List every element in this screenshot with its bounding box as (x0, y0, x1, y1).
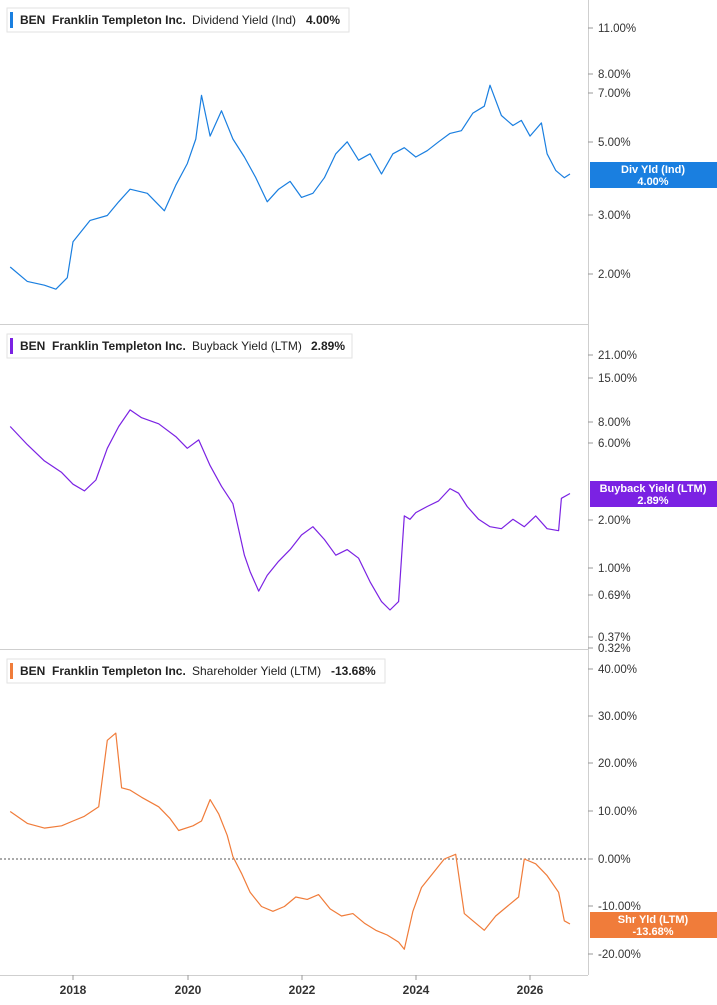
y-tick-label: -20.00% (598, 949, 641, 961)
legend-company: Franklin Templeton Inc. (52, 339, 186, 353)
buyback-yield-line (9, 409, 571, 611)
legend-dividend-yield[interactable]: BEN Franklin Templeton Inc. Dividend Yie… (6, 7, 350, 33)
panel1-yaxis: 11.00% 8.00% 7.00% 5.00% 3.00% 2.00% (588, 23, 636, 281)
x-tick-2020: 2020 (175, 975, 202, 997)
y-tick-label: 0.69% (598, 590, 631, 602)
legend-value: 4.00% (306, 13, 340, 27)
x-tick-label: 2022 (289, 983, 316, 997)
y-tick-1pct: 1.00% (588, 563, 631, 575)
legend-metric: Shareholder Yield (LTM) (192, 664, 321, 678)
x-tick-label: 2026 (517, 983, 544, 997)
legend-company: Franklin Templeton Inc. (52, 664, 186, 678)
y-tick-8pct-b: 8.00% (588, 417, 631, 429)
badge-label: Buyback Yield (LTM) (600, 483, 707, 495)
y-tick-0pct: 0.00% (588, 854, 631, 866)
legend-ticker: BEN (20, 13, 45, 27)
y-tick-7pct: 7.00% (588, 88, 631, 100)
y-tick-label: 0.32% (598, 643, 631, 655)
y-tick-20pct: 20.00% (588, 758, 637, 770)
y-tick-label: 10.00% (598, 806, 637, 818)
legend-value: -13.68% (331, 664, 376, 678)
y-tick-label: 6.00% (598, 438, 631, 450)
panel-dividers (0, 0, 589, 976)
panel3-yaxis: 40.00% 30.00% 20.00% 10.00% 0.00% -10.00… (588, 664, 641, 961)
panel-buyback-yield: 21.00% 15.00% 8.00% 6.00% 2.00% 1.00% 0.… (6, 333, 717, 655)
y-tick-label: 20.00% (598, 758, 637, 770)
y-tick-label: 2.00% (598, 515, 631, 527)
y-tick-30pct: 30.00% (588, 711, 637, 723)
y-tick-label: 15.00% (598, 373, 637, 385)
x-tick-label: 2024 (403, 983, 430, 997)
y-tick-label: 40.00% (598, 664, 637, 676)
panel2-yaxis: 21.00% 15.00% 8.00% 6.00% 2.00% 1.00% 0.… (588, 350, 637, 655)
legend-metric: Buyback Yield (LTM) (192, 339, 302, 353)
y-tick-037pct: 0.37% (588, 632, 631, 644)
y-tick-21pct: 21.00% (588, 350, 637, 362)
x-tick-2024: 2024 (403, 975, 430, 997)
x-tick-2018: 2018 (60, 975, 87, 997)
badge-label: Div Yld (Ind) (621, 164, 685, 176)
y-tick-6pct: 6.00% (588, 438, 631, 450)
value-badge-dividend: Div Yld (Ind) 4.00% (590, 162, 717, 188)
legend-buyback-yield[interactable]: BEN Franklin Templeton Inc. Buyback Yiel… (6, 333, 353, 359)
legend-shareholder-yield[interactable]: BEN Franklin Templeton Inc. Shareholder … (6, 658, 386, 684)
legend-color-swatch (10, 338, 13, 354)
badge-label: Shr Yld (LTM) (618, 914, 689, 926)
y-tick-label: 3.00% (598, 210, 631, 222)
y-tick-40pct: 40.00% (588, 664, 637, 676)
y-tick-label: 2.00% (598, 269, 631, 281)
legend-color-swatch (10, 12, 13, 28)
legend-value: 2.89% (311, 339, 345, 353)
badge-value: -13.68% (633, 926, 674, 938)
panel-shareholder-yield: 40.00% 30.00% 20.00% 10.00% 0.00% -10.00… (0, 658, 717, 961)
legend-ticker: BEN (20, 339, 45, 353)
panel-dividend-yield: 11.00% 8.00% 7.00% 5.00% 3.00% 2.00% BEN… (6, 7, 717, 290)
y-tick-label: 11.00% (598, 23, 636, 35)
y-tick-3pct: 3.00% (588, 210, 631, 222)
shareholder-yield-line (9, 732, 571, 950)
x-tick-2026: 2026 (517, 975, 544, 997)
y-tick-label: 1.00% (598, 563, 631, 575)
y-tick-label: 8.00% (598, 69, 631, 81)
legend-ticker: BEN (20, 664, 45, 678)
x-axis: 2018 2020 2022 2024 2026 (60, 975, 544, 997)
y-tick-11pct: 11.00% (588, 23, 636, 35)
y-tick-15pct: 15.00% (588, 373, 637, 385)
y-tick-label: 5.00% (598, 137, 631, 149)
y-tick-label: 21.00% (598, 350, 637, 362)
y-tick-069pct: 0.69% (588, 590, 631, 602)
legend-company: Franklin Templeton Inc. (52, 13, 186, 27)
value-badge-buyback: Buyback Yield (LTM) 2.89% (590, 481, 717, 507)
y-tick-2pct-b: 2.00% (588, 515, 631, 527)
y-tick-label: 0.37% (598, 632, 631, 644)
y-tick-label: 8.00% (598, 417, 631, 429)
y-tick-label: -10.00% (598, 901, 641, 913)
badge-value: 4.00% (637, 176, 668, 188)
y-tick-10pct: 10.00% (588, 806, 637, 818)
x-tick-label: 2018 (60, 983, 87, 997)
y-tick-032pct: 0.32% (588, 643, 631, 655)
badge-value: 2.89% (637, 495, 668, 507)
y-tick-8pct: 8.00% (588, 69, 631, 81)
dividend-yield-line (9, 84, 571, 290)
legend-color-swatch (10, 663, 13, 679)
y-tick-label: 30.00% (598, 711, 637, 723)
y-tick-label: 0.00% (598, 854, 631, 866)
x-tick-label: 2020 (175, 983, 202, 997)
x-tick-2022: 2022 (289, 975, 316, 997)
y-tick-neg20pct: -20.00% (588, 949, 641, 961)
y-tick-2pct: 2.00% (588, 269, 631, 281)
legend-metric: Dividend Yield (Ind) (192, 13, 296, 27)
value-badge-shareholder: Shr Yld (LTM) -13.68% (590, 912, 717, 938)
y-tick-label: 7.00% (598, 88, 631, 100)
y-tick-5pct: 5.00% (588, 137, 631, 149)
y-tick-neg10pct: -10.00% (588, 901, 641, 913)
